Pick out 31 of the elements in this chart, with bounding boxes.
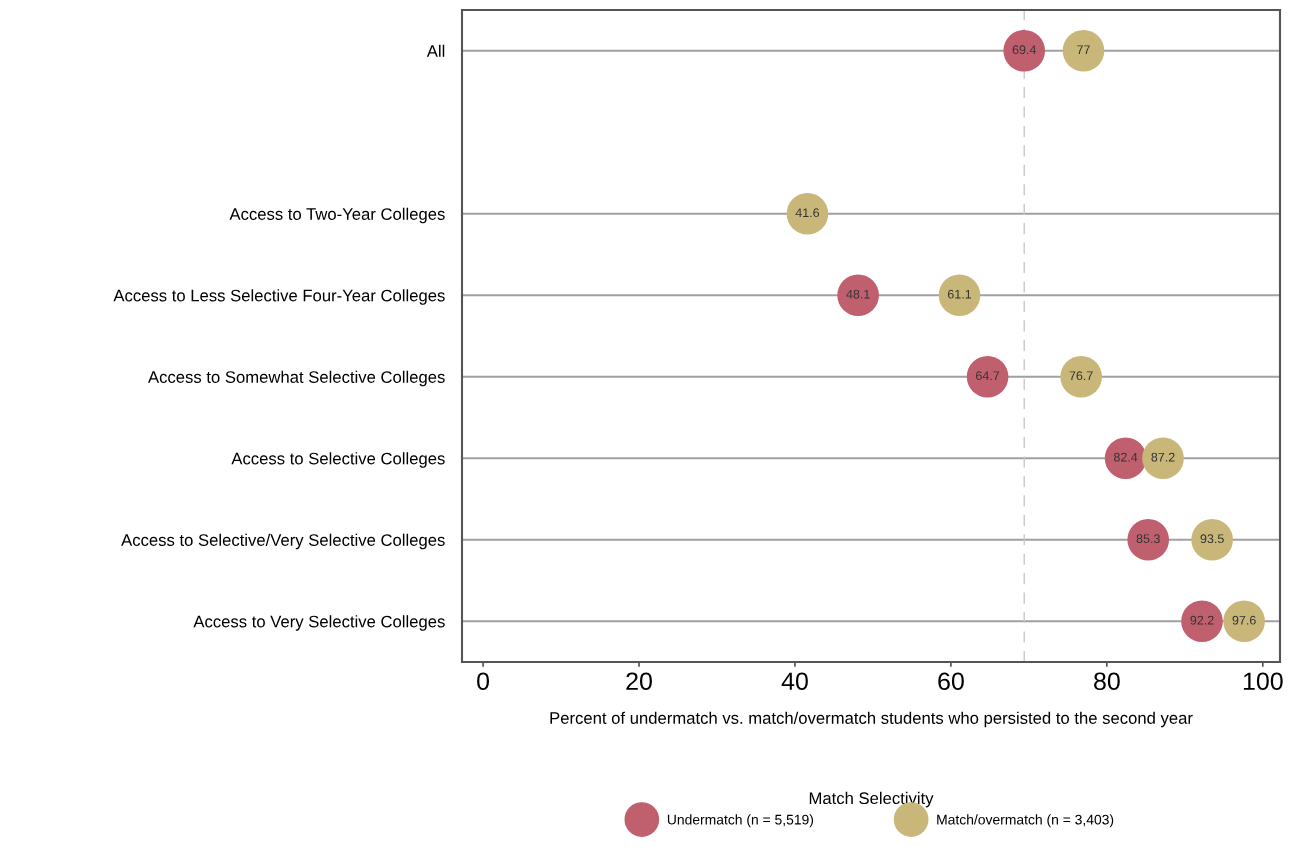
x-tick-label: 60: [938, 672, 964, 691]
x-axis-title: Percent of undermatch vs. match/overmatch students who persisted to the second year: [550, 711, 1193, 728]
legend-label: Undermatch (n = 5,519): [667, 814, 814, 828]
x-tick-label: 40: [781, 672, 808, 691]
y-tick-label: Access to Less Selective Four-Year Colleges: [113, 289, 445, 305]
data-label: 85.3: [1136, 534, 1160, 544]
y-tick-label: Access to Selective/Very Selective Colleges: [121, 533, 445, 550]
y-tick-label: All: [426, 44, 445, 57]
data-label: 77: [1077, 45, 1090, 54]
data-label: 97.6: [1232, 615, 1256, 625]
data-label: 87.2: [1151, 452, 1175, 462]
data-label: 48.1: [846, 289, 870, 299]
x-tick-label: 0: [477, 672, 490, 691]
y-tick-label: Access to Somewhat Selective Colleges: [148, 370, 445, 387]
data-label: 76.7: [1069, 371, 1093, 381]
point: [1062, 29, 1105, 72]
data-label: 82.4: [1113, 452, 1138, 462]
legend-title: Match Selectivity: [809, 791, 934, 808]
data-label: 69.4: [1012, 45, 1037, 55]
x-tick-label: 100: [1243, 672, 1283, 691]
y-tick-label: Access to Two-Year Colleges: [229, 207, 445, 224]
data-label: 92.2: [1190, 615, 1214, 625]
data-label: 41.6: [795, 208, 820, 218]
data-label: 61.1: [947, 289, 972, 299]
data-label: 64.7: [976, 371, 1000, 381]
legend-label: Match/overmatch (n = 3,403): [937, 814, 1114, 828]
data-label: 93.5: [1200, 534, 1224, 544]
y-tick-label: Access to Very Selective Colleges: [193, 615, 445, 631]
x-tick-label: 20: [626, 672, 652, 691]
y-tick-label: Access to Selective Colleges: [231, 452, 445, 468]
x-tick-label: 80: [1094, 672, 1120, 691]
